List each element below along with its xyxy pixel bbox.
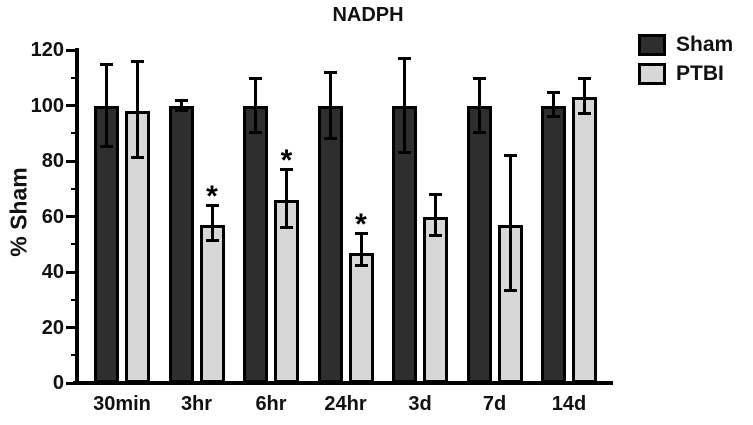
error-bar-sham-30min-cap-bottom — [100, 145, 113, 149]
y-axis-line — [75, 48, 79, 385]
error-bar-sham-6hr-cap-bottom — [249, 131, 262, 135]
x-axis-line — [73, 381, 613, 385]
x-tick-label-14d: 14d — [551, 393, 587, 415]
ptbi-swatch-icon — [638, 63, 666, 85]
error-bar-sham-7d-cap-top — [472, 76, 486, 80]
y-major-tick-120 — [66, 48, 79, 52]
bar-sham-14d — [541, 105, 566, 383]
error-bar-sham-3d-cap-top — [398, 57, 411, 61]
x-tick-label-7d: 7d — [482, 393, 507, 415]
error-bar-ptbi-30min-cap-bottom — [131, 156, 144, 160]
y-tick-label-80: 80 — [41, 150, 64, 172]
bar-sham-30min — [94, 105, 119, 383]
bar-sham-3hr — [168, 105, 194, 383]
legend: Sham PTBI — [638, 33, 733, 86]
sig-marker-3hr: * — [206, 180, 218, 214]
error-bar-sham-3d-line — [403, 58, 406, 153]
error-bar-ptbi-3d-line — [434, 194, 437, 236]
y-major-tick-100 — [66, 104, 79, 107]
error-bar-ptbi-6hr-cap-top — [280, 168, 293, 172]
y-major-tick-0 — [66, 381, 79, 385]
error-bar-ptbi-24hr-cap-top — [354, 232, 368, 236]
error-bar-sham-24hr-cap-bottom — [323, 136, 337, 140]
error-bar-sham-24hr-cap-top — [323, 71, 337, 75]
bar-ptbi-14d — [572, 97, 597, 383]
error-bar-ptbi-6hr-line — [285, 169, 288, 228]
error-bar-sham-30min-line — [105, 63, 108, 148]
legend-item-ptbi: PTBI — [638, 62, 733, 86]
y-major-tick-80 — [66, 159, 79, 163]
y-tick-label-100: 100 — [30, 94, 64, 117]
y-major-tick-40 — [66, 270, 79, 274]
error-bar-sham-3hr-line — [179, 99, 183, 112]
legend-label-ptbi: PTBI — [676, 62, 724, 85]
x-tick-label-3d: 3d — [408, 393, 432, 415]
bar-ptbi-3hr — [199, 224, 225, 383]
error-bar-ptbi-24hr-line — [359, 233, 363, 267]
error-bar-sham-6hr-cap-top — [249, 76, 262, 80]
bar-sham-6hr — [243, 105, 268, 383]
error-bar-sham-14d-cap-top — [547, 90, 560, 94]
error-bar-ptbi-7d-cap-bottom — [503, 289, 517, 293]
bar-sham-24hr — [317, 105, 343, 383]
error-bar-ptbi-7d-cap-top — [503, 154, 517, 158]
error-bar-sham-3d-cap-bottom — [398, 150, 411, 154]
error-bar-ptbi-6hr-cap-bottom — [280, 225, 293, 229]
sig-marker-6hr: * — [280, 144, 293, 178]
error-bar-sham-3hr-cap-top — [174, 98, 188, 102]
y-tick-label-120: 120 — [30, 39, 64, 61]
error-bar-ptbi-14d-cap-bottom — [578, 111, 591, 115]
error-bar-ptbi-24hr-cap-bottom — [354, 264, 368, 268]
error-bar-sham-3hr-cap-bottom — [174, 109, 188, 113]
y-tick-label-60: 60 — [41, 205, 64, 228]
error-bar-ptbi-14d-cap-top — [578, 76, 591, 80]
error-bar-ptbi-14d-line — [583, 77, 586, 114]
error-bar-sham-7d-cap-bottom — [472, 131, 486, 135]
y-tick-label-0: 0 — [52, 372, 64, 394]
x-tick-label-24hr: 24hr — [324, 393, 367, 415]
bar-ptbi-24hr — [348, 252, 374, 383]
bar-ptbi-6hr — [274, 199, 299, 383]
error-bar-sham-14d-line — [552, 91, 555, 117]
sig-marker-24hr: * — [355, 208, 367, 242]
x-tick-label-30min: 30min — [93, 393, 151, 415]
error-bar-ptbi-30min-cap-top — [131, 60, 144, 64]
bar-ptbi-3d — [423, 216, 448, 383]
y-tick-label-20: 20 — [41, 316, 64, 339]
y-tick-label-40: 40 — [41, 261, 64, 283]
error-bar-ptbi-3d-cap-bottom — [429, 233, 442, 237]
error-bar-ptbi-3d-cap-top — [429, 193, 442, 197]
error-bar-ptbi-3hr-line — [210, 205, 214, 242]
error-bar-ptbi-3hr-cap-bottom — [205, 239, 219, 243]
error-bar-sham-30min-cap-top — [100, 62, 113, 66]
error-bar-sham-6hr-line — [254, 77, 257, 134]
error-bar-sham-7d-line — [477, 77, 481, 134]
error-bar-ptbi-7d-line — [508, 155, 512, 292]
chart-title: NADPH — [332, 4, 404, 26]
legend-label-sham: Sham — [676, 33, 734, 56]
error-bar-sham-24hr-line — [328, 72, 332, 139]
error-bar-sham-14d-cap-bottom — [547, 114, 560, 118]
bar-sham-7d — [466, 105, 492, 383]
legend-item-sham: Sham — [638, 33, 733, 57]
sham-swatch-icon — [638, 34, 666, 56]
x-tick-label-6hr: 6hr — [255, 393, 287, 415]
error-bar-ptbi-3hr-cap-top — [205, 204, 219, 208]
y-major-tick-20 — [66, 326, 79, 329]
error-bar-ptbi-30min-line — [136, 61, 139, 159]
y-major-tick-60 — [66, 215, 79, 218]
x-tick-label-3hr: 3hr — [180, 393, 213, 415]
